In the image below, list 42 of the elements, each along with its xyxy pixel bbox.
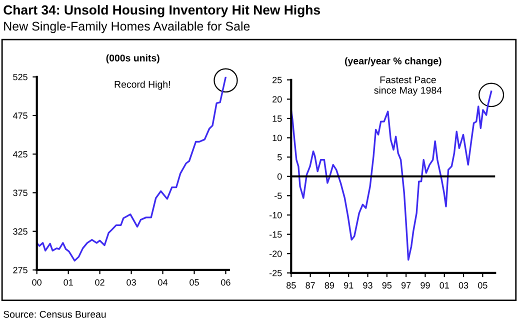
chart-title: Chart 34: Unsold Housing Inventory Hit New Highs [4, 4, 320, 18]
annotation: Record High! [114, 80, 170, 90]
annotation: Fastest Pace since May 1984 [374, 76, 442, 96]
y-tick-label: -10 [269, 212, 282, 218]
x-tick-label: 99 [420, 282, 430, 289]
x-tick-label: 93 [363, 282, 372, 289]
x-tick-label: 03 [126, 279, 136, 286]
x-tick-label: 00 [32, 279, 42, 286]
x-tick-label: 06 [221, 279, 230, 286]
y-tick-label: 375 [13, 190, 28, 196]
x-tick-label: 01 [440, 282, 449, 289]
x-tick-label: 85 [286, 282, 296, 289]
x-tick-label: 87 [306, 282, 315, 289]
y-axis-title: (year/year % change) [344, 57, 442, 66]
y-tick-label: -15 [269, 231, 282, 238]
x-tick-label: 95 [382, 282, 392, 289]
y-axis-title: (000s units) [106, 54, 160, 64]
y-tick-label: 5 [277, 154, 282, 160]
y-tick-label: -5 [274, 192, 282, 200]
x-tick-label: 01 [64, 279, 73, 286]
y-tick-label: 10 [272, 134, 282, 142]
x-tick-label: 02 [95, 279, 104, 286]
y-tick-label: 425 [12, 151, 28, 158]
y-tick-label: 325 [13, 228, 28, 235]
y-tick-label: 275 [13, 266, 28, 274]
y-tick-label: 15 [272, 116, 282, 122]
y-tick-label: -25 [269, 270, 282, 276]
y-tick-label: 25 [272, 76, 282, 84]
x-tick-label: 91 [344, 282, 354, 289]
x-tick-label: 05 [478, 282, 488, 289]
x-tick-label: 04 [158, 279, 168, 286]
y-tick-label: -20 [269, 250, 282, 257]
x-tick-label: 89 [324, 282, 334, 289]
y-tick-label: 20 [272, 96, 282, 103]
source-note: Source: Census Bureau [4, 310, 106, 318]
y-tick-label: 0 [277, 173, 282, 180]
chart-subtitle: New Single-Family Homes Available for Sale [4, 21, 250, 34]
x-tick-label: 05 [190, 279, 199, 286]
x-tick-label: 97 [401, 282, 411, 289]
y-tick-label: 475 [12, 112, 28, 119]
x-tick-label: 03 [458, 282, 468, 289]
y-tick-label: 525 [13, 74, 28, 80]
